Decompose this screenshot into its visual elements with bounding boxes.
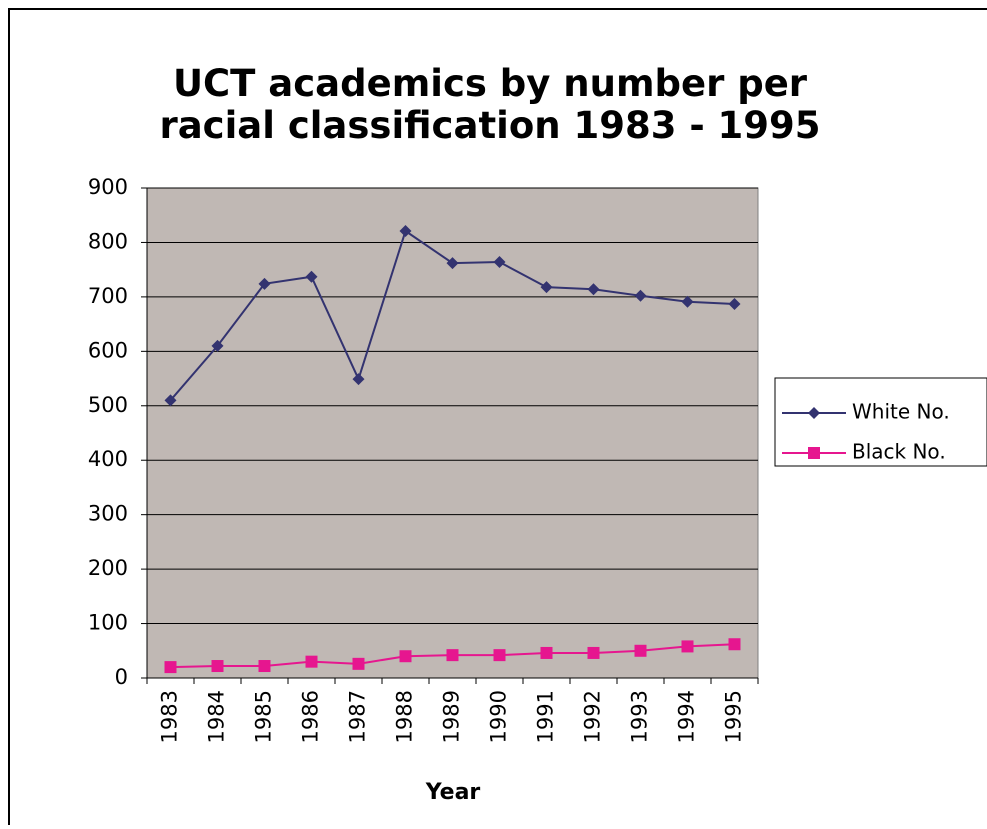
x-tick-label: 1983 — [158, 690, 182, 743]
y-tick-label: 700 — [88, 284, 128, 308]
data-point — [587, 646, 600, 659]
data-point — [352, 373, 365, 386]
data-point — [728, 297, 741, 310]
data-point — [540, 281, 553, 294]
y-tick-label: 500 — [88, 393, 128, 417]
data-point — [493, 256, 506, 269]
data-point — [211, 660, 224, 673]
data-point — [352, 657, 365, 670]
legend-label: White No. — [852, 400, 950, 424]
x-tick-label: 1984 — [205, 690, 229, 743]
x-tick-label: 1993 — [628, 690, 652, 743]
data-point — [258, 660, 271, 673]
data-point — [164, 661, 177, 674]
data-point — [399, 650, 412, 663]
x-tick-label: 1995 — [722, 690, 746, 743]
data-point — [634, 644, 647, 657]
data-point — [399, 225, 412, 238]
y-tick-label: 400 — [88, 447, 128, 471]
data-point — [681, 640, 694, 653]
y-tick-label: 0 — [115, 665, 128, 689]
chart-title: UCT academics by number per racial class… — [159, 62, 821, 147]
data-point — [164, 394, 177, 407]
data-point — [305, 655, 318, 668]
legend-marker — [808, 407, 820, 419]
y-tick-label: 300 — [88, 502, 128, 526]
x-tick-label: 1988 — [393, 690, 417, 743]
data-point — [540, 646, 553, 659]
data-point — [681, 295, 694, 308]
x-tick-label: 1989 — [440, 690, 464, 743]
x-tick-label: 1992 — [581, 690, 605, 743]
x-tick-label: 1991 — [534, 690, 558, 743]
x-tick-label: 1990 — [487, 690, 511, 743]
data-point — [634, 289, 647, 302]
x-tick-label: 1985 — [252, 690, 276, 743]
x-tick-label: 1986 — [299, 690, 323, 743]
data-point — [211, 339, 224, 352]
y-tick-label: 100 — [88, 611, 128, 635]
data-point — [728, 638, 741, 651]
data-point — [446, 257, 459, 270]
data-point — [587, 283, 600, 296]
x-tick-label: 1994 — [675, 690, 699, 743]
x-axis-label: Year — [425, 780, 481, 805]
data-point — [446, 649, 459, 662]
chart-frame — [8, 8, 987, 825]
y-tick-label: 600 — [88, 338, 128, 362]
x-tick-label: 1987 — [346, 690, 370, 743]
legend-label: Black No. — [852, 440, 946, 464]
data-point — [305, 270, 318, 283]
data-point — [258, 277, 271, 290]
y-tick-label: 900 — [88, 175, 128, 199]
legend-marker — [808, 447, 820, 459]
data-point — [493, 649, 506, 662]
y-tick-label: 800 — [88, 229, 128, 253]
y-tick-label: 200 — [88, 556, 128, 580]
